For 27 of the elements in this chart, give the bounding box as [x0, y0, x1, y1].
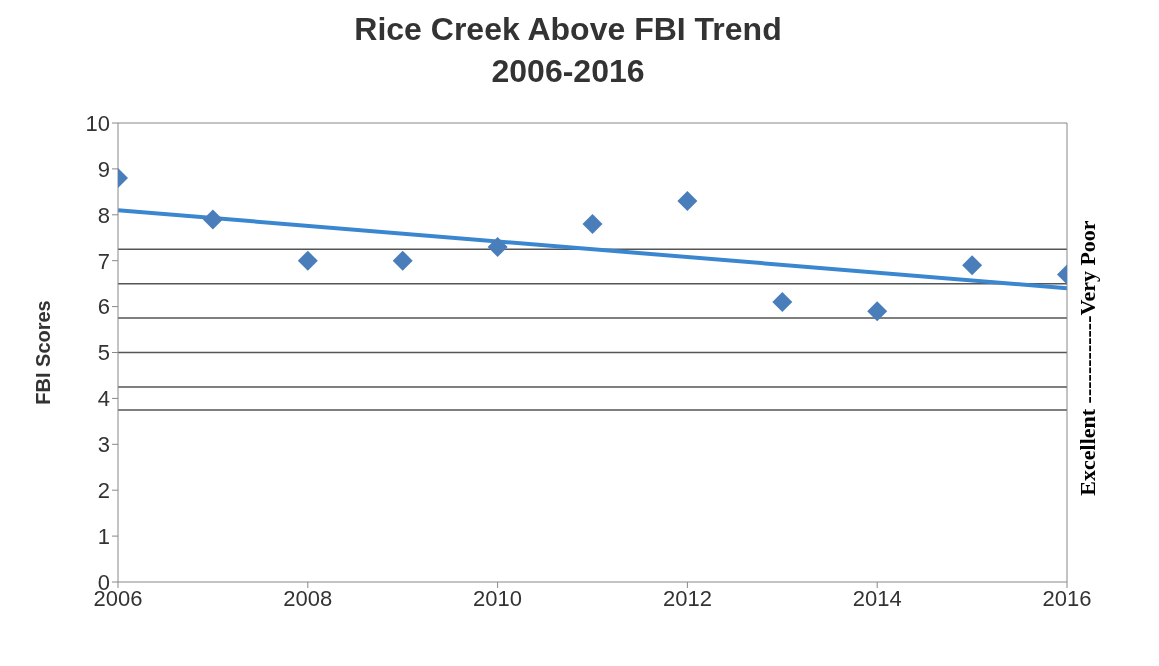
y-tick-label: 1: [97, 523, 110, 549]
x-tick-label: 2010: [473, 585, 523, 611]
x-tick-label: 2014: [852, 585, 902, 611]
point: [202, 209, 223, 230]
x-tick-label: 2008: [283, 585, 333, 611]
point: [962, 255, 983, 276]
y-tick-label: 7: [97, 248, 110, 274]
x-tick-label: 2016: [1042, 585, 1092, 611]
text: Excellent ------------Very Poor: [1075, 220, 1101, 496]
y-tick-label: 8: [97, 202, 110, 228]
point: [392, 250, 413, 271]
y-tick-label: 4: [97, 386, 110, 412]
y-axis-title: FBI Scores: [32, 300, 55, 405]
point: [487, 236, 508, 257]
y-tick-label: 9: [97, 156, 110, 182]
point: [772, 292, 793, 313]
point: [677, 191, 698, 212]
y-tick-label: 5: [97, 340, 110, 366]
point: [297, 250, 318, 271]
y-tick-label: 10: [85, 110, 110, 136]
x-tick-label: 2012: [662, 585, 712, 611]
y-tick-label: 3: [97, 432, 110, 458]
y-tick-label: 2: [97, 478, 110, 504]
point: [582, 213, 603, 234]
point: [867, 301, 888, 322]
y-tick-label: 6: [97, 294, 110, 320]
chart-title: Rice Creek Above FBI Trend 2006-2016: [353, 10, 783, 91]
